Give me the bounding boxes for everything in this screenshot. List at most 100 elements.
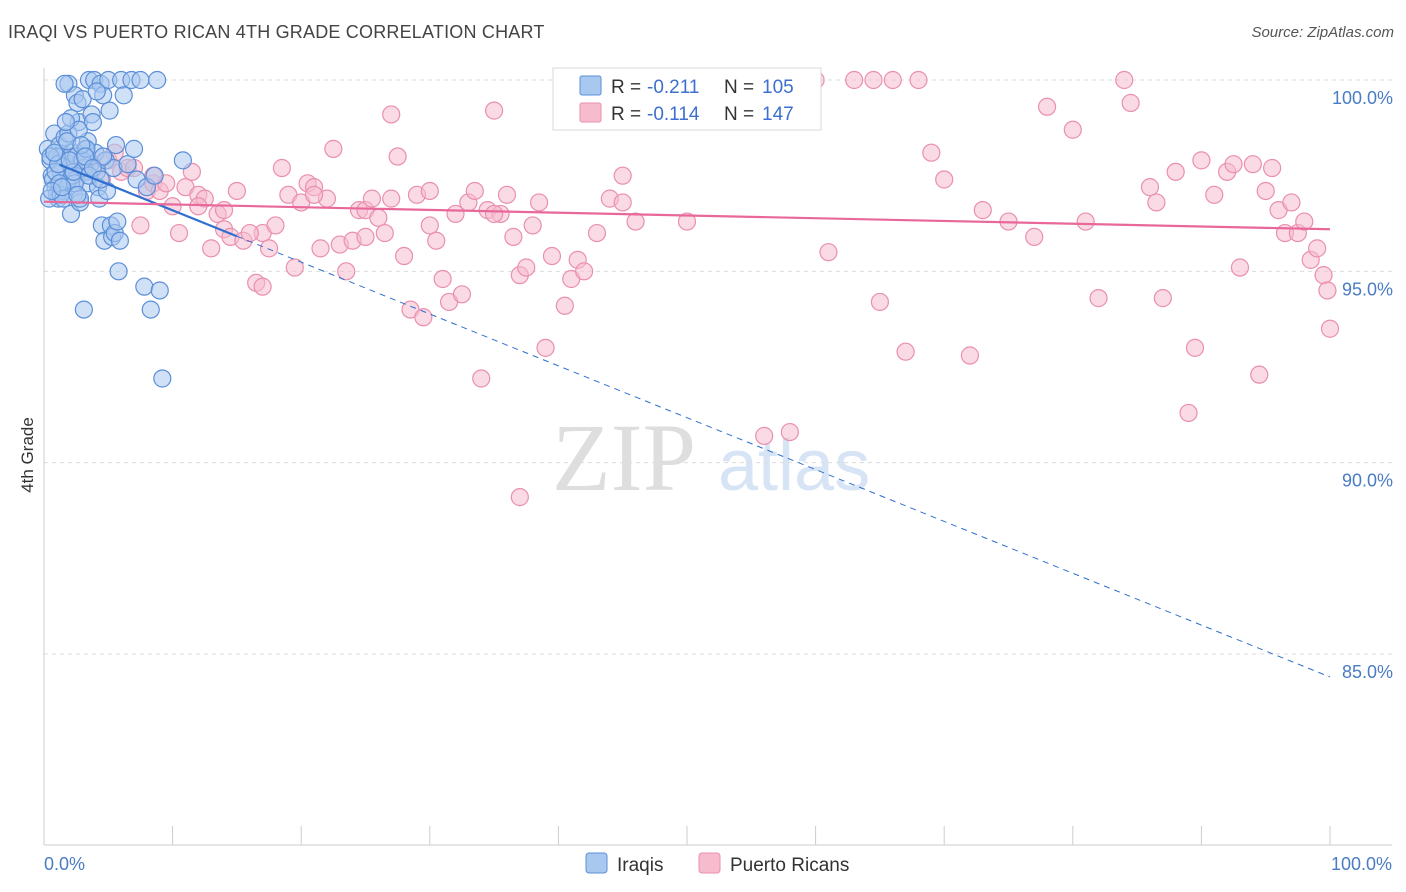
iraqi-point-50 (106, 135, 126, 155)
iraqi-point-97 (94, 147, 113, 166)
iraqi-point-58 (124, 139, 144, 158)
pr-point-88 (819, 243, 838, 262)
pr-point-24 (227, 181, 246, 201)
pr-point-125 (1295, 212, 1314, 231)
pr-point-96 (960, 346, 980, 365)
pr-point-47 (382, 189, 401, 208)
pr-point-102 (1076, 212, 1095, 231)
pr-point-30 (272, 158, 292, 178)
pr-point-132 (382, 105, 401, 124)
pr-point-36 (311, 239, 330, 258)
iraqi-point-45 (100, 101, 119, 120)
pr-point-106 (1140, 178, 1160, 197)
iraqi-point-61 (135, 277, 154, 296)
y-tick-labels: 85.0% 90.0% 95.0% 100.0% (1332, 88, 1393, 682)
pr-point-58 (452, 285, 472, 304)
pr-point-71 (536, 338, 555, 357)
pr-point-79 (613, 166, 632, 185)
pr-point-61 (472, 369, 491, 388)
iraqi-point-101 (68, 185, 87, 204)
pr-point-63 (485, 101, 504, 120)
pr-point-120 (1263, 158, 1282, 178)
iraqi-point-99 (52, 178, 72, 197)
pr-point-45 (369, 208, 388, 227)
pr-point-116 (1230, 258, 1250, 277)
legend-r-label-pr: R = (611, 104, 641, 125)
watermark: ZIP atlas (552, 404, 870, 511)
pr-point-32 (285, 258, 304, 277)
iraqi-point-68 (173, 151, 192, 170)
pr-point-119 (1256, 181, 1275, 201)
iraqi-point-63 (141, 300, 160, 319)
y-axis-title: 4th Grade (18, 417, 37, 493)
pr-point-143 (189, 197, 208, 216)
pr-point-103 (1089, 289, 1108, 308)
pr-point-80 (626, 212, 645, 231)
trendlines (43, 163, 1331, 678)
pr-point-130 (1320, 319, 1340, 338)
pr-point-110 (1179, 403, 1198, 423)
legend-r-value-pr: -0.114 (647, 104, 700, 125)
iraqi-point-98 (45, 143, 64, 162)
pr-point-65 (497, 185, 517, 204)
source-note: Source: ZipAtlas.com (1251, 24, 1394, 41)
series-legend: Iraqis Puerto Ricans (585, 852, 849, 876)
pr-point-72 (542, 246, 562, 266)
pr-point-53 (420, 216, 439, 235)
pr-point-66 (504, 227, 523, 246)
x-ticks (43, 826, 1331, 845)
pr-point-107 (1147, 193, 1166, 212)
pr-point-113 (1205, 185, 1224, 204)
pr-point-60 (465, 181, 484, 201)
series-legend-swatch-pr (698, 852, 721, 874)
pr-point-118 (1250, 365, 1269, 384)
pr-point-115 (1224, 155, 1243, 174)
pr-point-77 (587, 223, 607, 243)
legend-n-label-pr: N = (724, 104, 754, 125)
pr-point-29 (266, 216, 285, 235)
x-tick-label-max: 100.0% (1331, 854, 1392, 874)
iraqi-point-66 (150, 281, 169, 300)
series-legend-label-pr: Puerto Ricans (730, 855, 849, 876)
pr-point-105 (1121, 93, 1140, 113)
pr-point-123 (1282, 193, 1301, 212)
pr-point-69 (523, 216, 542, 235)
pr-point-48 (388, 147, 407, 166)
stats-legend: R = -0.211 N = 105 R = -0.114 N = 147 (552, 67, 822, 131)
pr-point-108 (1153, 289, 1172, 308)
pr-point-76 (575, 262, 594, 281)
pr-point-91 (883, 70, 902, 90)
legend-n-value-pr: 147 (762, 104, 794, 125)
pr-point-127 (1308, 239, 1327, 258)
pr-point-40 (337, 262, 356, 281)
pr-point-100 (1037, 97, 1057, 116)
pr-point-104 (1115, 70, 1134, 90)
iraqi-point-56 (118, 155, 137, 174)
puerto-rican-points (54, 70, 1340, 507)
legend-swatch-iraqi (579, 75, 602, 96)
pr-point-117 (1243, 155, 1262, 174)
pr-point-129 (1318, 281, 1337, 300)
pr-point-38 (324, 139, 343, 158)
pr-point-93 (909, 70, 928, 90)
legend-r-label-iraqi: R = (611, 77, 641, 98)
legend-n-label-iraqi: N = (724, 77, 754, 98)
y-tick-label-95: 95.0% (1342, 279, 1393, 299)
iraqi-point-25 (74, 300, 93, 319)
iraqi-points (38, 70, 192, 388)
pr-point-92 (896, 342, 915, 361)
pr-point-112 (1192, 151, 1211, 170)
pr-point-49 (394, 246, 414, 266)
pr-trendline (43, 200, 1331, 231)
pr-point-133 (253, 277, 272, 296)
pr-point-148 (420, 181, 439, 201)
iraqi-point-60 (131, 70, 150, 90)
pr-point-46 (375, 223, 394, 243)
pr-point-28 (259, 239, 279, 258)
iraqi-trendline (59, 163, 238, 238)
pr-point-149 (485, 204, 504, 224)
pr-point-44 (362, 189, 382, 208)
legend-n-value-iraqi: 105 (762, 77, 794, 98)
pr-point-97 (973, 201, 992, 220)
y-tick-label-90: 90.0% (1342, 471, 1393, 491)
